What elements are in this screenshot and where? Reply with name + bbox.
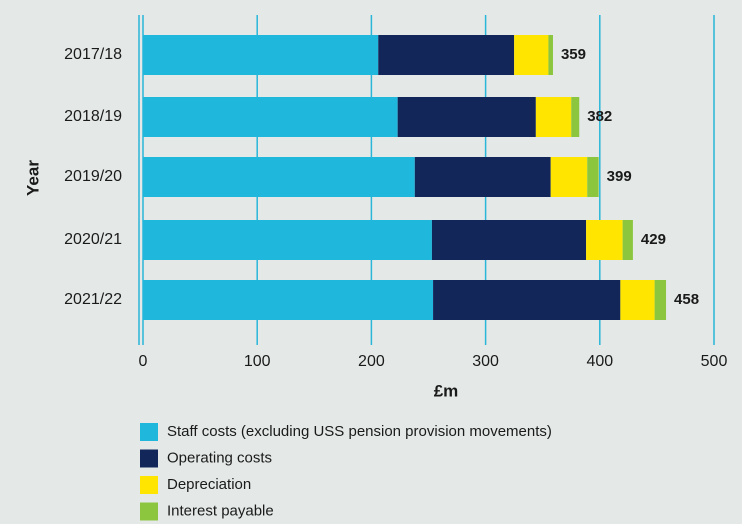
legend-swatch [140,423,158,441]
x-tick-label: 500 [701,353,728,370]
bar-segment [143,97,398,137]
y-tick-label: 2019/20 [64,168,122,185]
legend-swatch [140,476,158,494]
x-tick-label: 400 [586,353,613,370]
y-tick-label: 2021/22 [64,291,122,308]
legend-label: Staff costs (excluding USS pension provi… [167,423,552,440]
bar-segment [550,157,588,197]
bar-segment [548,35,553,75]
bar-segment [620,280,655,320]
total-label: 359 [561,46,586,63]
bar-segment [587,157,599,197]
bar-segment [571,97,580,137]
y-tick-label: 2020/21 [64,231,122,248]
x-axis-title: £m [434,381,459,400]
total-label: 399 [607,168,632,185]
x-tick-label: 300 [472,353,499,370]
bar-segment [378,35,515,75]
legend-label: Depreciation [167,476,251,493]
legend-swatch [140,449,158,468]
y-axis-title: Year [23,160,42,196]
total-label: 458 [674,291,699,308]
bar-segment [143,280,434,320]
bar-segment [654,280,667,320]
y-tick-label: 2018/19 [64,108,122,125]
x-tick-label: 100 [244,353,271,370]
bar-segment [143,35,379,75]
legend-label: Interest payable [167,502,274,519]
total-label: 382 [587,108,612,125]
legend-swatch [140,502,158,521]
bar-segment [535,97,572,137]
bar-segment [586,220,623,260]
y-tick-label: 2017/18 [64,46,122,63]
x-tick-label: 0 [139,353,148,370]
total-label: 429 [641,231,666,248]
bar-segment [622,220,633,260]
bar-segment [433,280,621,320]
bar-segment [397,97,536,137]
bar-segment [431,220,587,260]
bar-segment [143,220,432,260]
x-tick-label: 200 [358,353,385,370]
bar-segment [414,157,551,197]
bar-segment [143,157,415,197]
legend-label: Operating costs [167,449,272,466]
bar-segment [514,35,549,75]
